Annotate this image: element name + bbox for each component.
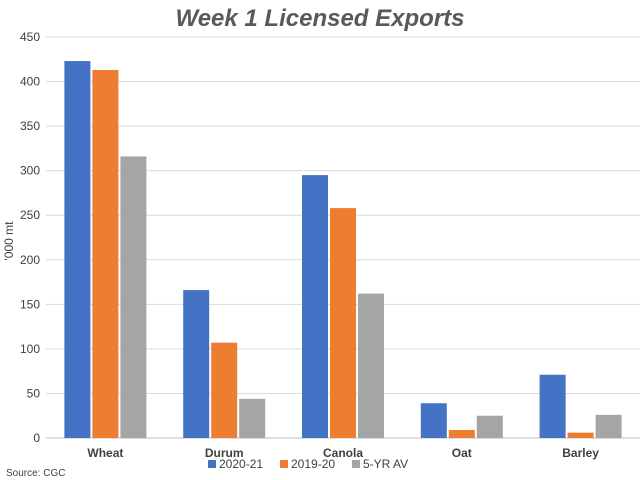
chart-title: Week 1 Licensed Exports — [175, 5, 464, 32]
y-tick-label: 350 — [20, 119, 40, 133]
legend-swatch — [352, 460, 360, 468]
x-tick-label: Wheat — [87, 446, 123, 460]
bar-oat-5-yr-av — [476, 415, 503, 438]
bar-durum-2019-20 — [211, 342, 238, 438]
x-axis-ticks: Wheat Durum Canola Oat Barley — [87, 446, 599, 460]
x-tick-label: Barley — [562, 446, 599, 460]
y-tick-label: 100 — [20, 342, 40, 356]
bar-durum-2020-21 — [183, 290, 210, 438]
y-tick-label: 250 — [20, 208, 40, 222]
y-tick-label: 450 — [20, 30, 40, 44]
bar-oat-2019-20 — [448, 429, 475, 438]
legend-swatch — [280, 460, 288, 468]
bar-canola-5-yr-av — [358, 293, 384, 438]
bar-oat-2020-21 — [420, 403, 447, 438]
x-tick-label: Oat — [452, 446, 472, 460]
y-tick-label: 50 — [27, 386, 41, 400]
x-tick-label: Durum — [205, 446, 244, 460]
legend-label: 2020-21 — [219, 457, 263, 471]
bar-barley-2020-21 — [539, 374, 566, 438]
y-tick-label: 150 — [20, 297, 40, 311]
bars — [64, 61, 622, 439]
legend: 2020-21 2019-20 5-YR AV — [208, 457, 408, 471]
bar-wheat-5-yr-av — [120, 156, 147, 439]
bar-canola-2020-21 — [302, 175, 328, 438]
y-axis-label: '000 mt — [2, 221, 16, 261]
y-tick-label: 300 — [20, 164, 40, 178]
legend-swatch — [208, 460, 216, 468]
bar-wheat-2019-20 — [92, 69, 119, 439]
bar-barley-5-yr-av — [595, 414, 622, 438]
y-tick-label: 0 — [33, 431, 40, 445]
source-note: Source: CGC — [6, 468, 65, 479]
y-tick-label: 200 — [20, 253, 40, 267]
bar-canola-2019-20 — [330, 208, 356, 438]
bar-barley-2019-20 — [567, 432, 594, 438]
x-tick-label: Canola — [323, 446, 363, 460]
y-tick-label: 400 — [20, 75, 40, 89]
y-axis-ticks: 0 50 100 150 200 250 300 350 400 450 — [20, 30, 40, 445]
bar-wheat-2020-21 — [64, 61, 91, 439]
legend-label: 5-YR AV — [363, 457, 408, 471]
legend-label: 2019-20 — [291, 457, 335, 471]
bar-durum-5-yr-av — [239, 398, 266, 438]
